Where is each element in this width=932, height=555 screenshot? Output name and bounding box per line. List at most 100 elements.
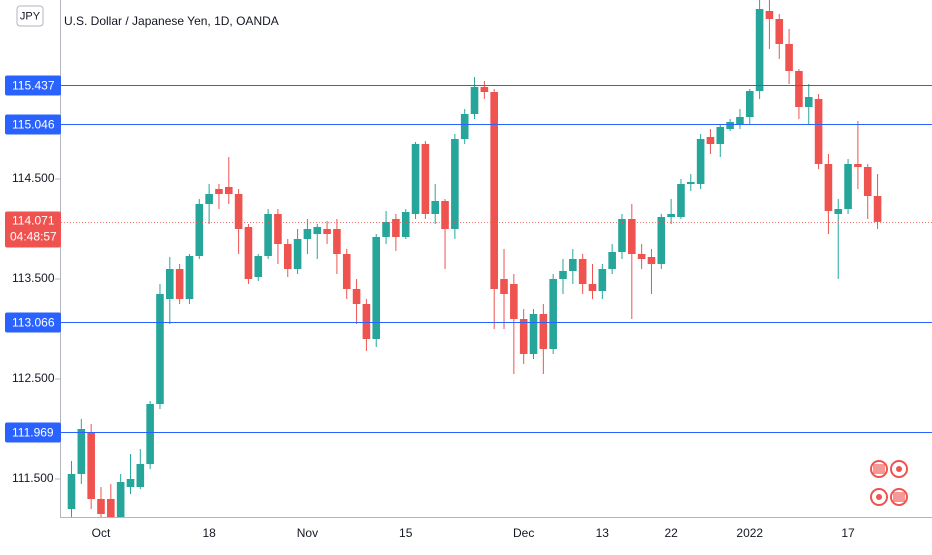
last-price-label: 114.071 bbox=[12, 214, 55, 228]
candle-body bbox=[166, 269, 174, 299]
candle-body bbox=[490, 92, 498, 289]
candle-body bbox=[745, 91, 754, 117]
candle-body bbox=[283, 244, 292, 269]
candle-body bbox=[146, 404, 154, 464]
candle-body bbox=[323, 229, 331, 234]
candle-body bbox=[667, 214, 675, 217]
x-tick-label: 2022 bbox=[736, 526, 763, 540]
candle-body bbox=[441, 201, 449, 229]
x-tick-label: Oct bbox=[92, 526, 111, 540]
last-price-box bbox=[5, 211, 61, 248]
candle-body bbox=[224, 187, 233, 194]
candle-body bbox=[77, 429, 86, 474]
candle-body bbox=[657, 217, 666, 264]
candle-body bbox=[755, 9, 764, 91]
candle-body bbox=[834, 209, 843, 214]
candle-body bbox=[215, 189, 223, 194]
flag-icons[interactable] bbox=[870, 460, 908, 506]
x-tick-label: 15 bbox=[399, 526, 413, 540]
x-tick-label: 18 bbox=[202, 526, 216, 540]
candle-body bbox=[804, 97, 813, 107]
candle-body bbox=[736, 117, 744, 124]
level-label-box bbox=[5, 114, 61, 135]
candle-body bbox=[598, 269, 607, 291]
y-tick-label: 112.500 bbox=[12, 371, 55, 385]
candle-body bbox=[578, 259, 587, 284]
x-tick-label: 17 bbox=[841, 526, 855, 540]
candle-body bbox=[854, 164, 862, 167]
candle-body bbox=[824, 164, 833, 211]
candle-body bbox=[401, 212, 410, 237]
candle-body bbox=[480, 87, 489, 92]
candle-body bbox=[205, 194, 213, 204]
candle-body bbox=[274, 214, 282, 244]
candle-body bbox=[628, 219, 636, 254]
y-tick-label: 113.500 bbox=[12, 271, 55, 285]
candle-body bbox=[686, 182, 695, 184]
candle-body bbox=[795, 71, 803, 107]
candle-body bbox=[352, 289, 361, 304]
candle-body bbox=[126, 479, 135, 487]
x-tick-label: Dec bbox=[513, 526, 534, 540]
candle-body bbox=[569, 259, 577, 271]
candle-body bbox=[342, 254, 351, 289]
candle-body bbox=[765, 11, 774, 19]
candle-body bbox=[500, 279, 508, 294]
candle-body bbox=[421, 144, 430, 214]
candle-body bbox=[451, 139, 459, 229]
candle-body bbox=[549, 279, 557, 349]
candle-body bbox=[863, 167, 872, 196]
level-label: 113.066 bbox=[12, 316, 55, 330]
candle-body bbox=[559, 271, 567, 279]
candle-body bbox=[637, 254, 646, 259]
candle-body bbox=[116, 482, 125, 517]
candle-body bbox=[677, 184, 685, 217]
candle-body bbox=[588, 284, 597, 291]
x-tick-label: 22 bbox=[664, 526, 678, 540]
y-tick-label: 114.500 bbox=[12, 171, 55, 185]
candle-body bbox=[87, 432, 95, 499]
level-labels: 115.437 115.046 113.066 111.969 114.071 04:48… bbox=[5, 75, 61, 443]
candle-body bbox=[392, 219, 400, 237]
candle-body bbox=[460, 114, 469, 139]
level-label-box bbox=[5, 422, 61, 443]
candle-body bbox=[175, 269, 184, 299]
candle-body bbox=[411, 144, 420, 214]
candle-body bbox=[264, 214, 272, 256]
candle-body bbox=[814, 99, 823, 164]
candle-body bbox=[431, 201, 440, 214]
candle-body bbox=[107, 499, 115, 517]
candle-body bbox=[844, 164, 852, 209]
candle-body bbox=[529, 314, 538, 354]
candle-body bbox=[618, 219, 626, 252]
candle-body bbox=[608, 252, 616, 269]
candle-body bbox=[303, 229, 312, 239]
countdown-label: 04:48:57 bbox=[10, 230, 57, 244]
candle-body bbox=[726, 122, 734, 129]
candle-body bbox=[510, 284, 518, 319]
candle-body bbox=[785, 44, 793, 71]
candle-body bbox=[539, 314, 548, 349]
candle-body bbox=[97, 499, 105, 514]
level-label-box bbox=[5, 312, 61, 333]
chart-title: U.S. Dollar / Japanese Yen, 1D, OANDA bbox=[64, 14, 279, 28]
candle-body bbox=[185, 256, 194, 299]
candle-body bbox=[313, 227, 322, 234]
candle-body bbox=[156, 294, 164, 404]
candle-body bbox=[470, 87, 479, 114]
x-tick-label: Nov bbox=[297, 526, 318, 540]
currency-label: JPY bbox=[20, 10, 41, 22]
level-label: 115.437 bbox=[12, 79, 55, 93]
price-axis: 111.500 112.500 113.500 114.500 bbox=[12, 171, 60, 485]
candle-body bbox=[333, 229, 341, 254]
candle-body bbox=[67, 474, 76, 509]
candle-body bbox=[519, 319, 528, 354]
candle-body bbox=[293, 239, 302, 269]
candle-body bbox=[136, 464, 145, 487]
candle-body bbox=[254, 256, 263, 277]
level-label: 115.046 bbox=[12, 118, 55, 132]
candle-body bbox=[775, 19, 784, 44]
currency-badge[interactable] bbox=[16, 5, 44, 27]
